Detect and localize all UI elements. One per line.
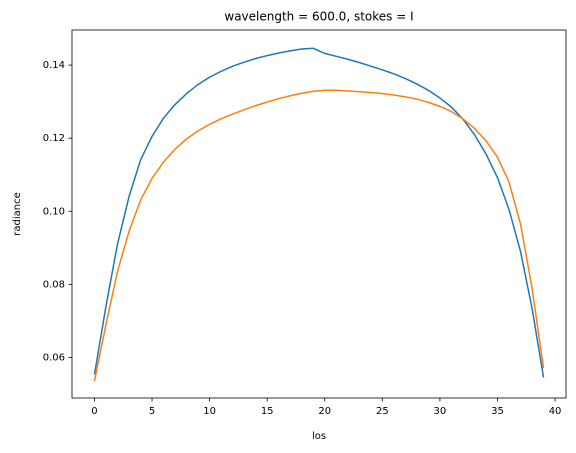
y-tick-label: 0.06 [43, 352, 65, 363]
x-tick-label: 5 [149, 406, 155, 417]
line-series [93, 47, 545, 378]
x-tick-label: 35 [491, 406, 504, 417]
x-tick-label: 10 [203, 406, 216, 417]
x-tick-label: 0 [91, 406, 97, 417]
x-tick-label: 25 [376, 406, 389, 417]
x-tick-label: 15 [261, 406, 274, 417]
y-tick-label: 0.10 [43, 206, 65, 217]
y-axis-label: radiance [12, 192, 23, 235]
y-tick-label: 0.08 [43, 279, 65, 290]
x-axis-label: los [312, 431, 326, 442]
y-tick-label: 0.12 [43, 133, 65, 144]
y-tick-label: 0.14 [43, 60, 65, 71]
x-tick-label: 30 [434, 406, 447, 417]
chart-title: wavelength = 600.0, stokes = I [224, 10, 413, 24]
plot-frame [71, 29, 567, 399]
x-tick-label: 20 [318, 406, 331, 417]
line-series [93, 89, 545, 382]
x-tick-label: 40 [549, 406, 562, 417]
